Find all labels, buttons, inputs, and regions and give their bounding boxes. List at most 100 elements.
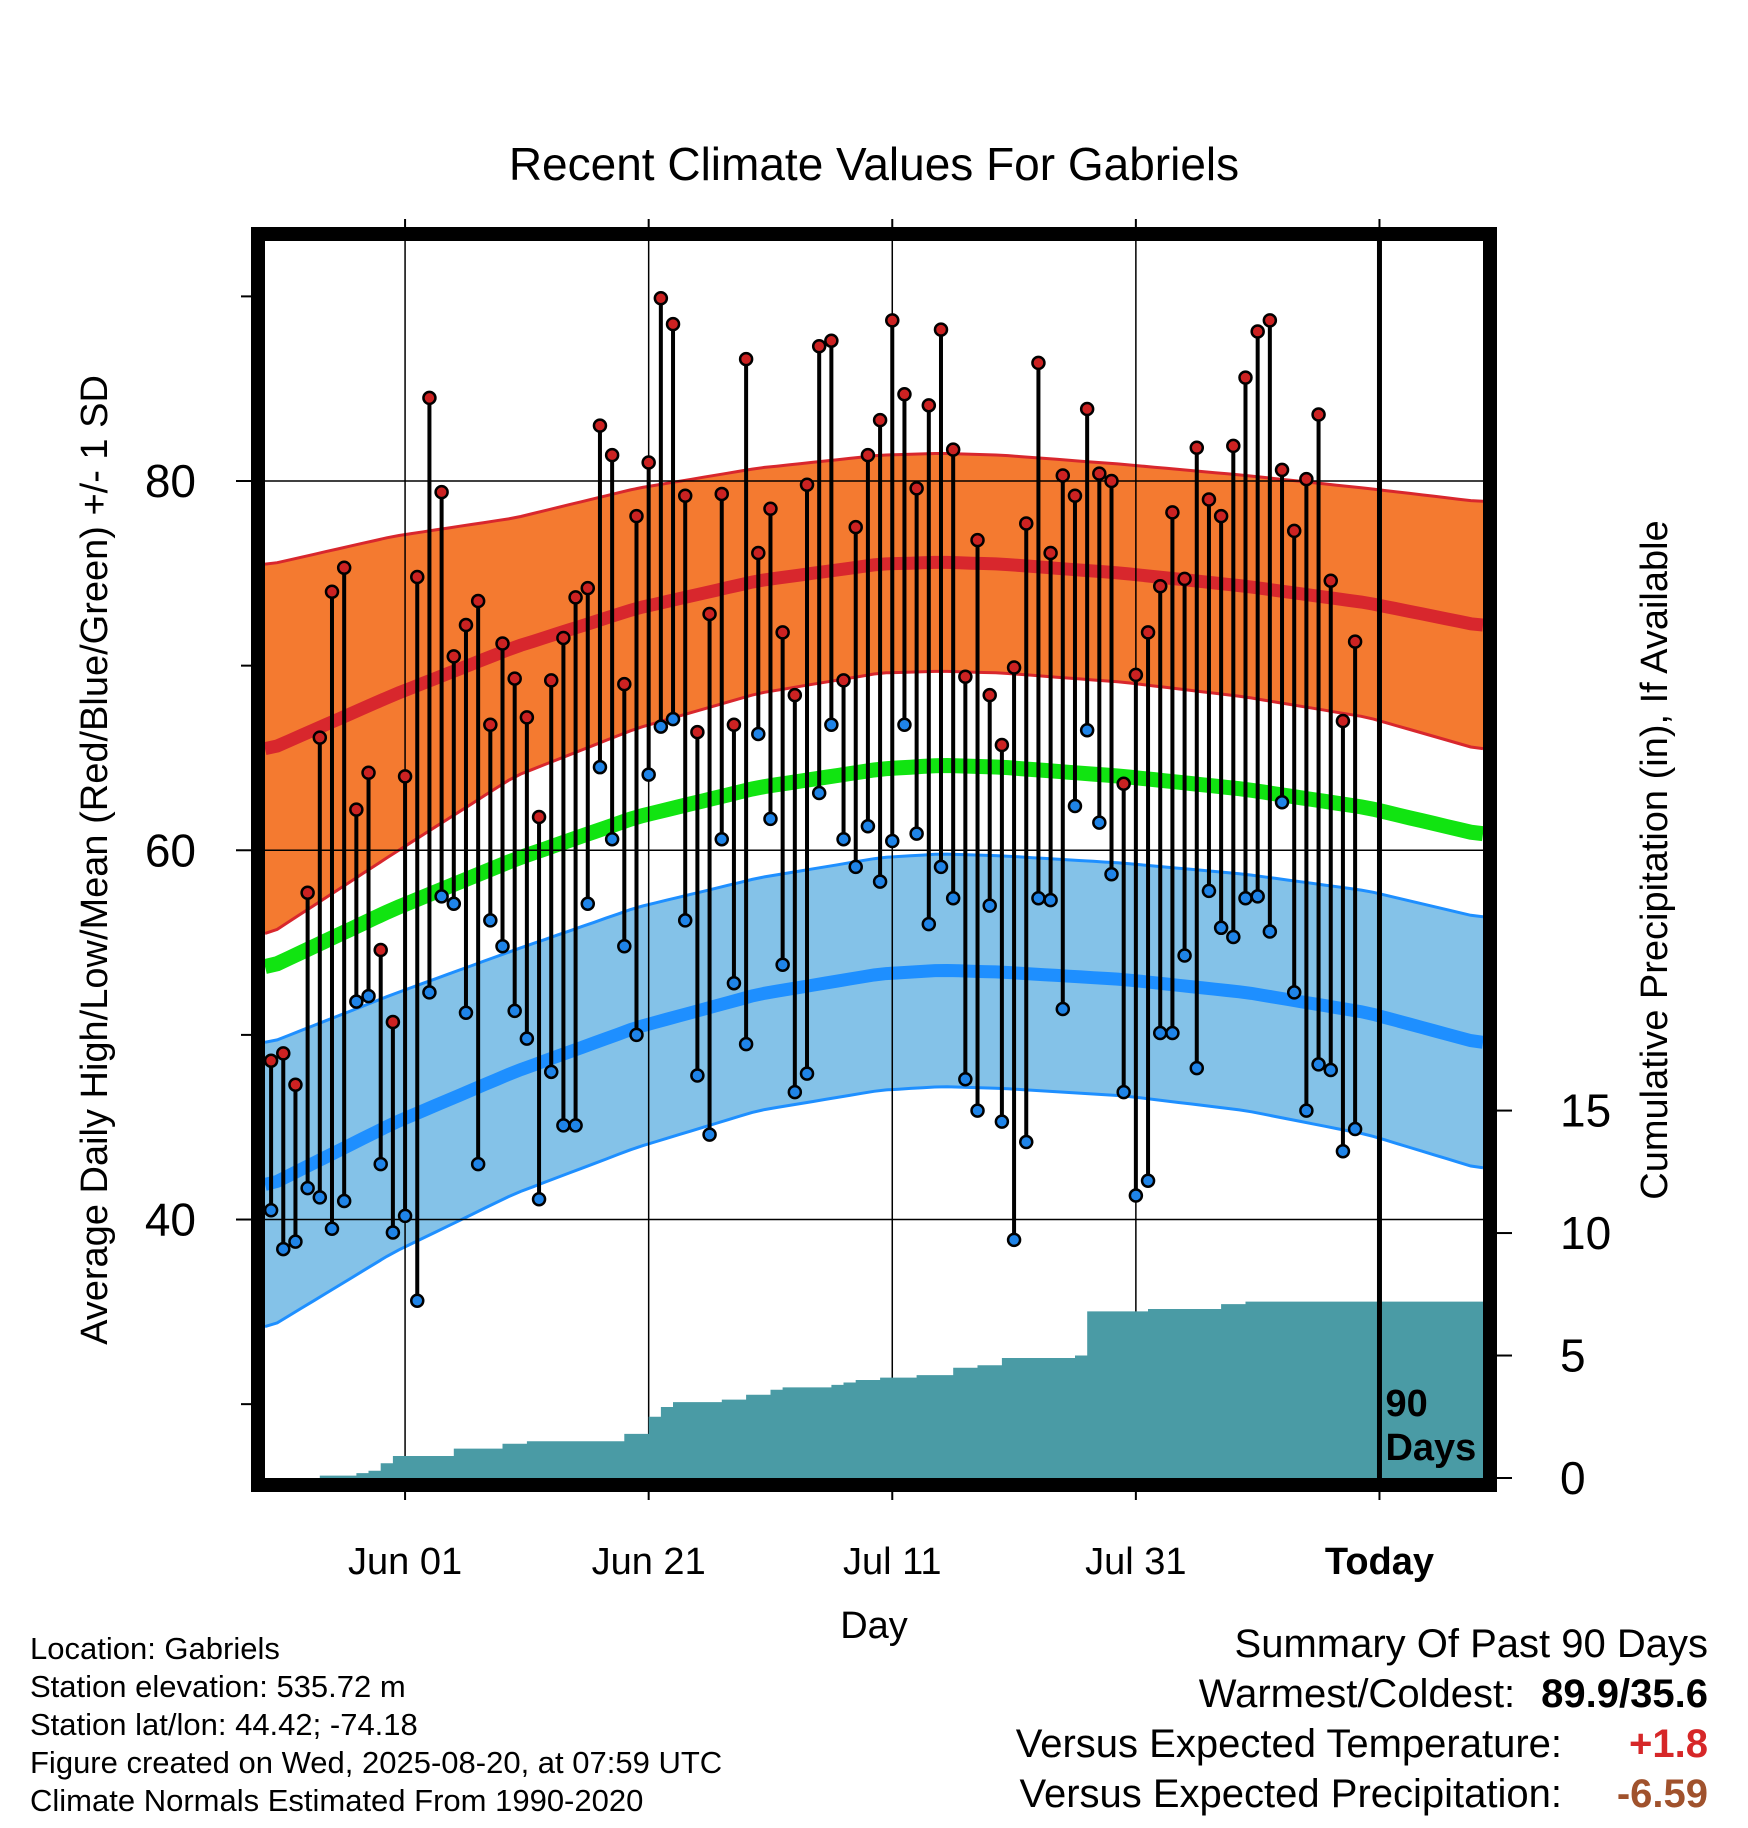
daily-high-point <box>1140 625 1156 640</box>
daily-high-point <box>1055 468 1071 483</box>
location-line: Location: Gabriels <box>30 1631 280 1666</box>
daily-low-point <box>1043 892 1058 908</box>
daily-low-point <box>933 859 949 875</box>
high-band-lower-edge <box>265 669 1483 935</box>
daily-low-point <box>726 975 742 991</box>
daily-high-point <box>811 338 827 354</box>
daily-low-point <box>519 1031 535 1046</box>
daily-high-point <box>836 673 851 688</box>
daily-high-point <box>1189 440 1205 456</box>
daily-high-point <box>312 730 328 745</box>
daily-high-point <box>1104 473 1119 489</box>
daily-low-point <box>265 1203 279 1218</box>
daily-high-point <box>324 584 340 600</box>
daily-low-point <box>507 1003 522 1019</box>
daily-high-point <box>726 717 742 732</box>
daily-high-point <box>945 442 961 457</box>
daily-high-point <box>677 488 693 504</box>
gridlines <box>265 241 1483 1478</box>
daily-high-point <box>1323 573 1338 588</box>
daily-low-point <box>945 891 961 906</box>
station-info: Location: Gabriels Station elevation: 53… <box>30 1630 722 1820</box>
daily-low-point <box>1311 1057 1326 1072</box>
daily-high-point <box>483 717 498 732</box>
daily-low-point <box>1055 1001 1071 1017</box>
daily-low-point <box>677 913 693 928</box>
daily-low-point <box>1335 1143 1351 1159</box>
daily-low-point <box>641 767 656 782</box>
daily-high-point <box>763 501 778 516</box>
daily-high-point <box>1201 492 1217 507</box>
daily-low-point <box>1152 1025 1168 1041</box>
daily-high-point <box>556 630 571 646</box>
y-left-tick-label: 60 <box>145 824 196 876</box>
daily-low-point <box>665 711 681 727</box>
daily-low-point <box>738 1036 754 1052</box>
x-tick-label: Jun 21 <box>592 1541 706 1583</box>
daily-high-point <box>665 316 681 332</box>
daily-high-point <box>349 802 364 817</box>
daily-high-point <box>373 942 388 958</box>
daily-high-point <box>1311 407 1326 422</box>
temp-row: Versus Expected Temperature: +1.8 <box>1016 1722 1708 1772</box>
daily-low-point <box>1140 1173 1156 1189</box>
daily-low-point <box>434 889 449 904</box>
y-right-tick-label: 5 <box>1560 1330 1586 1382</box>
daily-high-point <box>543 673 559 688</box>
daily-low-point <box>336 1193 352 1209</box>
daily-low-point <box>1079 723 1095 738</box>
today-marker-label-part: 90 <box>1385 1383 1427 1425</box>
x-tick-label: Jun 01 <box>348 1541 462 1583</box>
y-left-tick-label: 80 <box>145 455 196 507</box>
daily-high-point <box>958 669 973 684</box>
x-tick-label: Jul 11 <box>843 1541 942 1583</box>
daily-low-point <box>580 896 596 912</box>
daily-high-point <box>410 569 425 585</box>
normal-low-line <box>265 963 1483 1191</box>
precip-row: Versus Expected Precipitation: -6.59 <box>1016 1772 1708 1822</box>
daily-low-point <box>1177 948 1192 963</box>
daily-low-point <box>1250 889 1265 904</box>
daily-low-point <box>982 898 997 913</box>
daily-high-point <box>1152 579 1168 594</box>
temp-label: Versus Expected Temperature: <box>1015 1722 1562 1766</box>
daily-low-point <box>385 1225 401 1240</box>
plot-area: 90 Days <box>251 227 1497 1492</box>
daily-low-point <box>495 939 510 954</box>
daily-low-point <box>531 1191 547 1207</box>
daily-high-point <box>1092 466 1107 481</box>
daily-high-point <box>1299 471 1314 487</box>
daily-high-point <box>702 606 717 622</box>
daily-high-point <box>1177 571 1192 587</box>
low-band-lower-edge <box>265 1085 1483 1329</box>
daily-low-point <box>702 1127 717 1142</box>
daily-high-point <box>641 455 656 470</box>
daily-high-point <box>276 1046 291 1061</box>
daily-high-point <box>519 710 535 725</box>
daily-low-point <box>410 1293 425 1309</box>
axes: Jun 01 Jun 21 Jul 11 Jul 31 Today 40 60 80 0 5 10 1… <box>145 219 1611 1583</box>
daily-low-point <box>872 874 888 889</box>
daily-high-point <box>580 580 596 596</box>
y-right-tick-label: 10 <box>1560 1207 1611 1259</box>
daily-high-point <box>470 593 486 609</box>
daily-low-point <box>361 988 376 1004</box>
daily-high-point <box>787 687 803 703</box>
daily-low-point <box>1067 798 1083 814</box>
daily-high-point <box>775 625 790 640</box>
daily-low-point <box>958 1071 973 1087</box>
daily-high-point <box>1019 516 1034 531</box>
daily-high-point <box>1226 438 1241 454</box>
daily-high-point <box>1238 370 1253 385</box>
daily-low-point <box>483 913 498 928</box>
daily-high-point <box>617 676 632 692</box>
daily-high-point <box>653 290 669 306</box>
daily-high-point <box>1043 545 1058 561</box>
daily-high-point <box>629 508 644 524</box>
x-axis-title: Day <box>840 1605 908 1647</box>
daily-low-point <box>397 1208 413 1224</box>
daily-high-point <box>690 724 705 740</box>
daily-low-point <box>1238 891 1253 906</box>
daily-low-point <box>1128 1188 1144 1203</box>
